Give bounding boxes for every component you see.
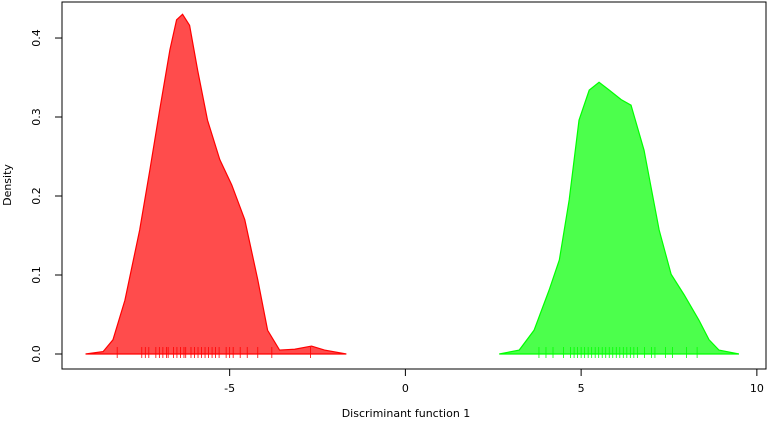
y-tick-label: 0.0 — [30, 345, 43, 363]
x-tick-label: 5 — [578, 382, 585, 395]
y-tick-label: 0.3 — [30, 108, 43, 126]
y-tick-label: 0.2 — [30, 187, 43, 205]
y-tick-label: 0.4 — [30, 29, 43, 47]
x-tick-label: -5 — [224, 382, 235, 395]
x-tick-label: 10 — [750, 382, 764, 395]
density-area — [499, 81, 740, 355]
y-axis-label: Density — [1, 164, 14, 206]
y-tick-label: 0.1 — [30, 266, 43, 284]
plot-frame — [61, 1, 767, 370]
x-axis-label: Discriminant function 1 — [342, 407, 471, 420]
x-tick-label: 0 — [402, 382, 409, 395]
density-area — [85, 13, 347, 355]
